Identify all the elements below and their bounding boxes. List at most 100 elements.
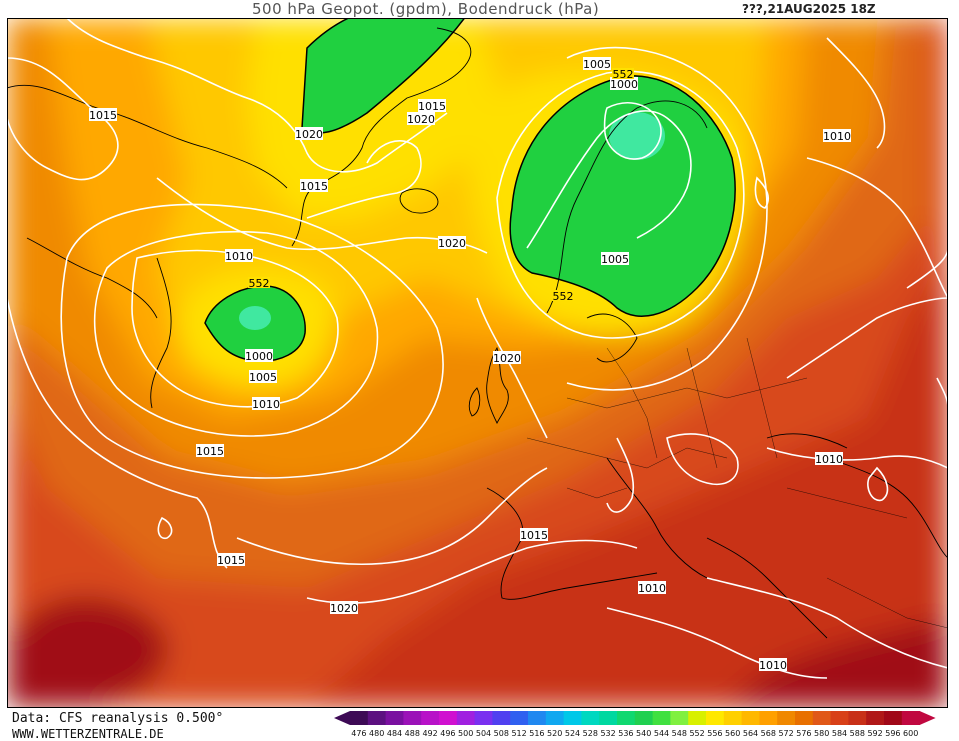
- legend-swatch: [510, 711, 529, 725]
- legend-value: 528: [583, 729, 598, 738]
- legend-swatch: [670, 711, 689, 725]
- isobar-label: 1015: [520, 528, 548, 542]
- legend-value: 572: [778, 729, 793, 738]
- legend-value: 584: [832, 729, 847, 738]
- website-credit: WWW.WETTERZENTRALE.DE: [12, 727, 164, 741]
- legend-swatch: [688, 711, 707, 725]
- svg-text:1005: 1005: [601, 253, 629, 266]
- svg-text:1020: 1020: [407, 113, 435, 126]
- svg-text:1020: 1020: [438, 237, 466, 250]
- legend-value: 480: [369, 729, 384, 738]
- svg-text:552: 552: [249, 277, 270, 290]
- legend-swatch: [617, 711, 636, 725]
- legend-value: 488: [405, 729, 420, 738]
- svg-text:1010: 1010: [759, 659, 787, 672]
- isobar-label: 1005: [601, 252, 629, 266]
- isobar-label: 1000: [245, 349, 273, 363]
- isobar-lines: [7, 18, 948, 679]
- legend-swatch: [599, 711, 618, 725]
- legend-value: 568: [761, 729, 776, 738]
- isobar-labels: 1015 1020 1015 1020 1015 1005 1000 1010 …: [89, 57, 851, 672]
- legend-swatch: [795, 711, 814, 725]
- isobar-label: 1020: [407, 112, 435, 126]
- svg-text:1010: 1010: [252, 398, 280, 411]
- legend-swatch: [866, 711, 885, 725]
- svg-text:1015: 1015: [217, 554, 245, 567]
- svg-text:1020: 1020: [493, 352, 521, 365]
- legend-value: 592: [867, 729, 882, 738]
- legend-swatch: [545, 711, 565, 725]
- legend-value: 580: [814, 729, 829, 738]
- legend-swatch: [634, 711, 654, 725]
- legend-arrow-low: [334, 711, 350, 725]
- legend-value: 524: [565, 729, 580, 738]
- legend-value: 484: [387, 729, 402, 738]
- isobar-label: 1020: [295, 127, 323, 141]
- legend-value: 540: [636, 729, 651, 738]
- legend-value: 556: [707, 729, 722, 738]
- legend-swatch: [706, 711, 725, 725]
- isobar-label: 1020: [438, 236, 466, 250]
- legend-swatches: [334, 711, 936, 725]
- svg-text:1015: 1015: [196, 445, 224, 458]
- legend-value: 576: [796, 729, 811, 738]
- isobar-label: 1020: [493, 351, 521, 365]
- legend-swatch: [741, 711, 760, 725]
- low-pressure-areas: [204, 18, 736, 362]
- legend-value: 544: [654, 729, 669, 738]
- legend-value: 520: [547, 729, 562, 738]
- legend-value: 512: [511, 729, 526, 738]
- legend-swatch: [563, 711, 582, 725]
- legend-value: 600: [903, 729, 918, 738]
- svg-text:1010: 1010: [815, 453, 843, 466]
- legend-labels: 476 480 484 488 492 496 500 504 508 512 516 520 524 5…: [351, 729, 918, 738]
- geopotential-labels: 552 552 552: [248, 68, 634, 303]
- isobar-label: 1010: [815, 452, 843, 466]
- geopotential-label: 552: [248, 277, 270, 290]
- isobar-label: 1015: [89, 108, 117, 122]
- svg-text:1015: 1015: [300, 180, 328, 193]
- svg-text:1015: 1015: [89, 109, 117, 122]
- legend-swatch: [385, 711, 404, 725]
- legend-value: 504: [476, 729, 491, 738]
- isobar-label: 1005: [583, 57, 611, 71]
- legend-value: 500: [458, 729, 473, 738]
- legend-value: 508: [494, 729, 509, 738]
- legend-swatch: [652, 711, 671, 725]
- isobar-label: 1015: [418, 99, 446, 113]
- map-datetime: ???,21AUG2025 18Z: [742, 2, 876, 16]
- svg-text:1020: 1020: [330, 602, 358, 615]
- isobar-label: 1015: [300, 179, 328, 193]
- legend-swatch: [403, 711, 422, 725]
- svg-text:1000: 1000: [245, 350, 273, 363]
- legend-swatch: [848, 711, 867, 725]
- legend-swatch: [812, 711, 832, 725]
- svg-text:1000: 1000: [610, 78, 638, 91]
- svg-text:1010: 1010: [823, 130, 851, 143]
- legend-value: 496: [440, 729, 455, 738]
- legend-value: 564: [743, 729, 758, 738]
- legend-value: 492: [422, 729, 437, 738]
- legend-swatch: [439, 711, 458, 725]
- legend-value: 532: [600, 729, 615, 738]
- legend-swatch: [884, 711, 903, 725]
- isobar-label: 1000: [610, 77, 638, 91]
- svg-text:1015: 1015: [418, 100, 446, 113]
- legend-swatch: [830, 711, 849, 725]
- svg-text:1005: 1005: [583, 58, 611, 71]
- map-title: 500 hPa Geopot. (gpdm), Bodendruck (hPa): [252, 0, 600, 18]
- legend-value: 560: [725, 729, 740, 738]
- legend-swatch: [723, 711, 743, 725]
- legend-swatch: [474, 711, 493, 725]
- isobar-label: 1010: [225, 249, 253, 263]
- svg-text:552: 552: [553, 290, 574, 303]
- weather-map: 1015 1020 1015 1020 1015 1005 1000 1010 …: [7, 18, 948, 708]
- data-source: Data: CFS reanalysis 0.500°: [12, 711, 224, 726]
- isobar-label: 1010: [759, 658, 787, 672]
- legend-value: 596: [885, 729, 900, 738]
- coastlines: [7, 27, 948, 639]
- legend-value: 548: [672, 729, 687, 738]
- legend-value: 516: [529, 729, 544, 738]
- legend-swatch: [759, 711, 778, 725]
- legend-swatch: [528, 711, 547, 725]
